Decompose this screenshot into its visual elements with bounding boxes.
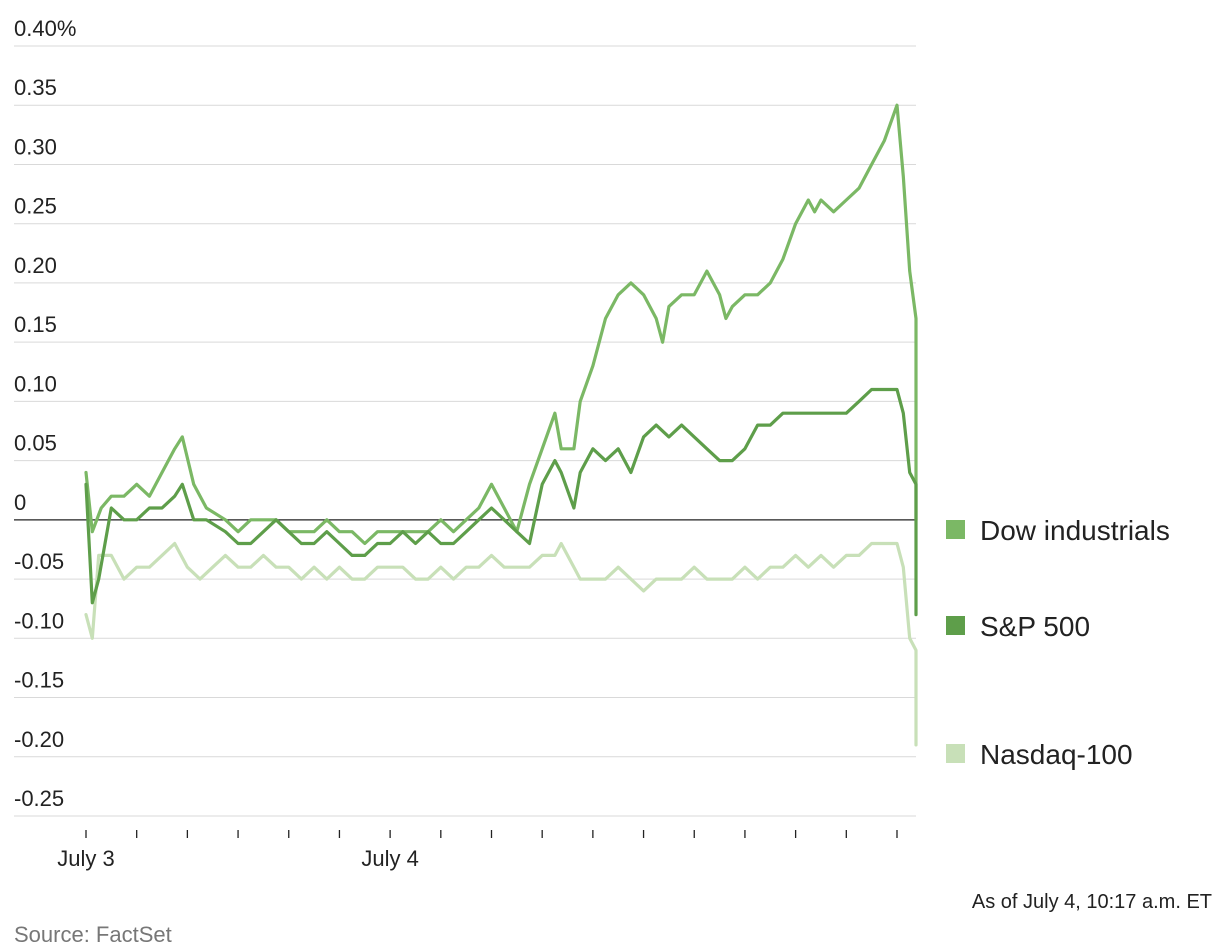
series-line-nasdaq-100: [84, 541, 918, 747]
y-tick-label: 0.25: [14, 194, 57, 219]
y-tick-label: 0.30: [14, 134, 57, 159]
legend-swatch: [946, 744, 965, 763]
y-tick-label: -0.20: [14, 727, 64, 752]
legend-swatch: [946, 616, 965, 635]
y-tick-label: 0.35: [14, 75, 57, 100]
y-tick-label: 0.10: [14, 371, 57, 396]
grid-lines: [14, 45, 916, 817]
legend-label: S&P 500: [980, 611, 1090, 642]
y-tick-label: 0.05: [14, 431, 57, 456]
series-lines: [84, 103, 918, 747]
legend-swatch: [946, 520, 965, 539]
y-tick-label: 0.40%: [14, 16, 76, 41]
legend: Dow industrials S&P 500 Nasdaq-100: [946, 515, 1170, 770]
y-tick-label: -0.15: [14, 668, 64, 693]
y-tick-label: 0.20: [14, 253, 57, 278]
y-tick-label: -0.25: [14, 786, 64, 811]
x-axis: July 3 July 4: [57, 830, 898, 871]
y-tick-label: -0.05: [14, 549, 64, 574]
series-line-s-p-500: [84, 387, 918, 617]
as-of-note: As of July 4, 10:17 a.m. ET: [972, 891, 1212, 913]
x-tick-label: July 3: [57, 846, 114, 871]
y-tick-label: 0: [14, 490, 26, 515]
x-tick-label: July 4: [361, 846, 418, 871]
source-label: Source: FactSet: [14, 922, 172, 947]
y-tick-label: 0.15: [14, 312, 57, 337]
y-axis-labels: 0.40% 0.35 0.30 0.25 0.20 0.15 0.10 0.05 0 -0.05 -…: [14, 16, 76, 811]
y-tick-label: -0.10: [14, 608, 64, 633]
legend-label: Dow industrials: [980, 515, 1170, 546]
legend-label: Nasdaq-100: [980, 739, 1133, 770]
series-line-dow-industrials: [84, 103, 918, 546]
